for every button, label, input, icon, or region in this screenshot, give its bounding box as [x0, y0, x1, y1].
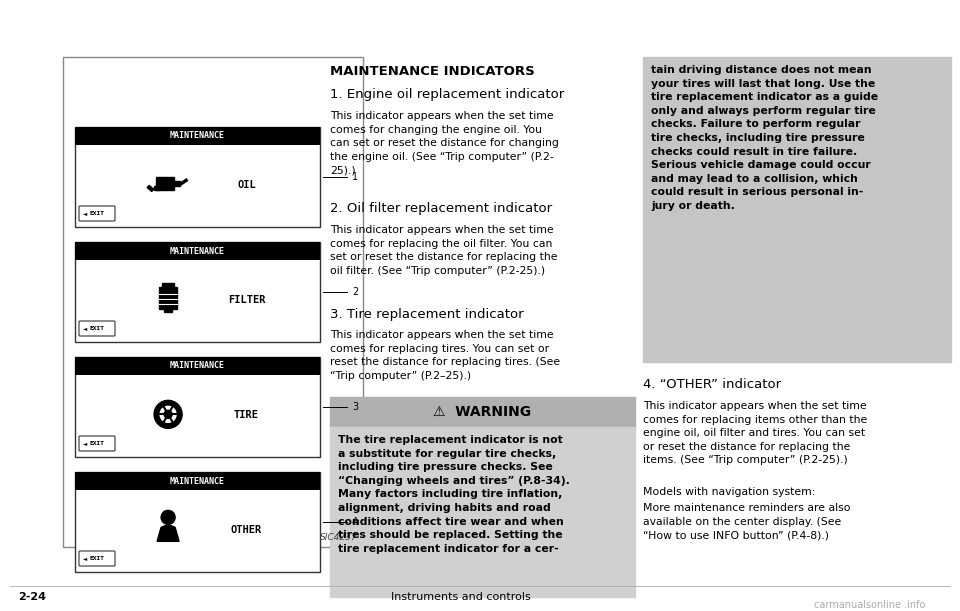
Bar	[643, 57, 951, 362]
Bar	[75, 472, 320, 572]
Bar	[330, 427, 635, 597]
Bar	[75, 242, 320, 260]
Text: 4. “OTHER” indicator: 4. “OTHER” indicator	[643, 378, 781, 391]
Circle shape	[160, 406, 176, 422]
Circle shape	[155, 400, 182, 428]
Bar	[147, 185, 154, 191]
FancyBboxPatch shape	[79, 551, 115, 566]
Text: This indicator appears when the set time
comes for replacing items other than th: This indicator appears when the set time…	[643, 401, 867, 466]
Text: 3: 3	[352, 402, 358, 412]
Text: Instruments and controls: Instruments and controls	[391, 592, 531, 602]
Text: More maintenance reminders are also
available on the center display. (See
“How t: More maintenance reminders are also avai…	[643, 503, 851, 540]
Text: 2. Oil filter replacement indicator: 2. Oil filter replacement indicator	[330, 202, 552, 215]
FancyBboxPatch shape	[79, 436, 115, 451]
Text: 2-24: 2-24	[18, 592, 46, 602]
Bar	[75, 127, 320, 145]
Bar	[75, 472, 320, 490]
Bar	[155, 186, 159, 191]
Bar	[172, 181, 180, 186]
Text: This indicator appears when the set time
comes for changing the engine oil. You
: This indicator appears when the set time…	[330, 111, 559, 175]
Text: 1. Engine oil replacement indicator: 1. Engine oil replacement indicator	[330, 88, 564, 101]
Text: ◄: ◄	[83, 326, 87, 331]
Text: SIC4237: SIC4237	[321, 533, 358, 542]
Text: ⚠  WARNING: ⚠ WARNING	[433, 405, 532, 419]
Text: EXIT: EXIT	[90, 556, 105, 561]
Bar	[75, 242, 320, 342]
FancyBboxPatch shape	[79, 206, 115, 221]
Bar	[159, 287, 177, 309]
Bar	[75, 357, 320, 375]
Text: 1: 1	[352, 172, 358, 182]
Text: EXIT: EXIT	[90, 326, 105, 331]
Text: OTHER: OTHER	[230, 525, 262, 535]
Circle shape	[161, 510, 175, 524]
Bar	[156, 177, 174, 191]
Text: EXIT: EXIT	[90, 441, 105, 446]
Text: MAINTENANCE INDICATORS: MAINTENANCE INDICATORS	[330, 65, 535, 78]
Text: TIRE: TIRE	[234, 411, 259, 420]
Bar	[75, 127, 320, 227]
Text: ◄: ◄	[83, 211, 87, 216]
Text: Models with navigation system:: Models with navigation system:	[643, 487, 815, 497]
Text: 2: 2	[352, 287, 358, 297]
Circle shape	[164, 411, 172, 419]
Text: tain driving distance does not mean
your tires will last that long. Use the
tire: tain driving distance does not mean your…	[651, 65, 878, 211]
Text: OIL: OIL	[237, 180, 256, 191]
Text: carmanualsonline .info: carmanualsonline .info	[814, 600, 925, 610]
Polygon shape	[157, 524, 180, 541]
Text: EXIT: EXIT	[90, 211, 105, 216]
FancyBboxPatch shape	[79, 321, 115, 336]
Text: FILTER: FILTER	[228, 295, 265, 306]
Text: ◄: ◄	[83, 556, 87, 561]
Text: This indicator appears when the set time
comes for replacing the oil filter. You: This indicator appears when the set time…	[330, 225, 558, 276]
Bar	[63, 57, 363, 547]
Text: MAINTENANCE: MAINTENANCE	[170, 246, 225, 255]
Bar	[75, 357, 320, 457]
Text: ◄: ◄	[83, 441, 87, 446]
Text: This indicator appears when the set time
comes for replacing tires. You can set : This indicator appears when the set time…	[330, 330, 560, 381]
Bar	[330, 397, 635, 427]
Bar	[164, 309, 172, 312]
Text: The tire replacement indicator is not
a substitute for regular tire checks,
incl: The tire replacement indicator is not a …	[338, 435, 570, 554]
Text: MAINTENANCE: MAINTENANCE	[170, 477, 225, 486]
Bar	[162, 284, 174, 288]
Text: 4: 4	[352, 517, 358, 527]
Text: 3. Tire replacement indicator: 3. Tire replacement indicator	[330, 308, 523, 321]
Text: MAINTENANCE: MAINTENANCE	[170, 131, 225, 141]
Text: MAINTENANCE: MAINTENANCE	[170, 362, 225, 370]
